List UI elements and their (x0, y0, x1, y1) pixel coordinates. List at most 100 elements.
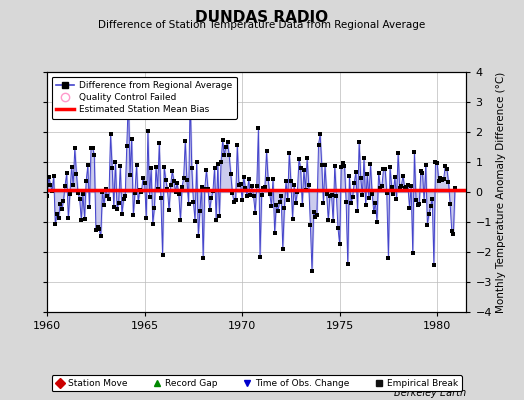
Point (199, 255, 208, 261)
Point (56, 200, 64, 207)
Point (210, 165, 219, 171)
Point (140, 180, 149, 186)
Point (173, 180, 181, 186)
Point (158, 251, 167, 258)
Point (257, 192, 266, 198)
Point (321, 162, 329, 168)
Point (335, 241, 344, 248)
Point (133, 161, 141, 168)
Point (269, 176, 277, 182)
Point (174, 191, 183, 197)
Point (298, 202, 307, 208)
Point (161, 177, 170, 183)
Point (433, 160, 441, 166)
Point (300, 167, 308, 173)
Point (266, 191, 274, 197)
Point (58, 206, 66, 212)
Point (136, 187, 144, 194)
Point (400, 185, 409, 191)
Point (379, 166, 388, 173)
Point (443, 166, 451, 172)
Point (348, 194, 357, 200)
Point (449, 231, 457, 237)
Point (69, 182, 78, 188)
Point (93, 224, 102, 230)
Point (430, 262, 438, 268)
Point (82, 178, 90, 184)
Point (225, 152, 233, 158)
Point (95, 226, 103, 233)
Point (45, 174, 53, 180)
Point (168, 168, 177, 174)
Point (119, 196, 128, 202)
Point (111, 158, 119, 165)
Point (311, 214, 320, 220)
Point (405, 205, 413, 211)
Point (291, 200, 300, 206)
Point (46, 182, 54, 188)
Point (167, 182, 175, 189)
Point (126, 172, 134, 178)
Point (438, 176, 446, 183)
Point (108, 164, 116, 171)
Point (403, 182, 412, 188)
Point (241, 184, 249, 191)
Point (290, 182, 298, 188)
Point (248, 183, 256, 189)
Point (267, 203, 276, 210)
Point (446, 201, 454, 207)
Point (201, 186, 209, 192)
Point (316, 131, 324, 138)
Point (263, 148, 271, 154)
Point (75, 196, 84, 202)
Point (178, 184, 186, 190)
Point (381, 166, 389, 172)
Point (279, 246, 287, 252)
Point (181, 138, 190, 144)
Point (427, 203, 435, 210)
Point (121, 193, 129, 199)
Point (64, 215, 72, 222)
Point (251, 210, 259, 216)
Point (392, 196, 401, 202)
Point (376, 184, 385, 191)
Point (188, 165, 196, 171)
Point (261, 184, 269, 190)
Point (217, 159, 225, 165)
Point (340, 162, 348, 169)
Point (375, 170, 383, 176)
Point (230, 199, 238, 205)
Point (428, 196, 436, 202)
Point (345, 172, 354, 179)
Point (285, 150, 293, 156)
Point (92, 226, 100, 233)
Point (207, 195, 215, 202)
Point (110, 204, 118, 210)
Point (87, 145, 95, 151)
Point (407, 183, 416, 189)
Point (222, 144, 230, 150)
Point (232, 196, 240, 203)
Point (402, 184, 410, 190)
Point (391, 174, 399, 180)
Point (420, 198, 428, 204)
Point (194, 233, 202, 240)
Point (451, 185, 459, 191)
Point (145, 193, 154, 200)
Point (171, 188, 180, 195)
Point (80, 216, 89, 222)
Point (152, 164, 160, 170)
Point (303, 155, 311, 161)
Point (103, 192, 112, 199)
Point (155, 140, 163, 146)
Point (98, 188, 106, 195)
Point (441, 163, 450, 170)
Point (96, 233, 105, 239)
Point (233, 142, 242, 148)
Point (195, 208, 204, 214)
Point (362, 201, 370, 208)
Point (198, 184, 206, 190)
Point (116, 163, 125, 169)
Legend: Station Move, Record Gap, Time of Obs. Change, Empirical Break: Station Move, Record Gap, Time of Obs. C… (52, 375, 462, 392)
Point (144, 128, 152, 134)
